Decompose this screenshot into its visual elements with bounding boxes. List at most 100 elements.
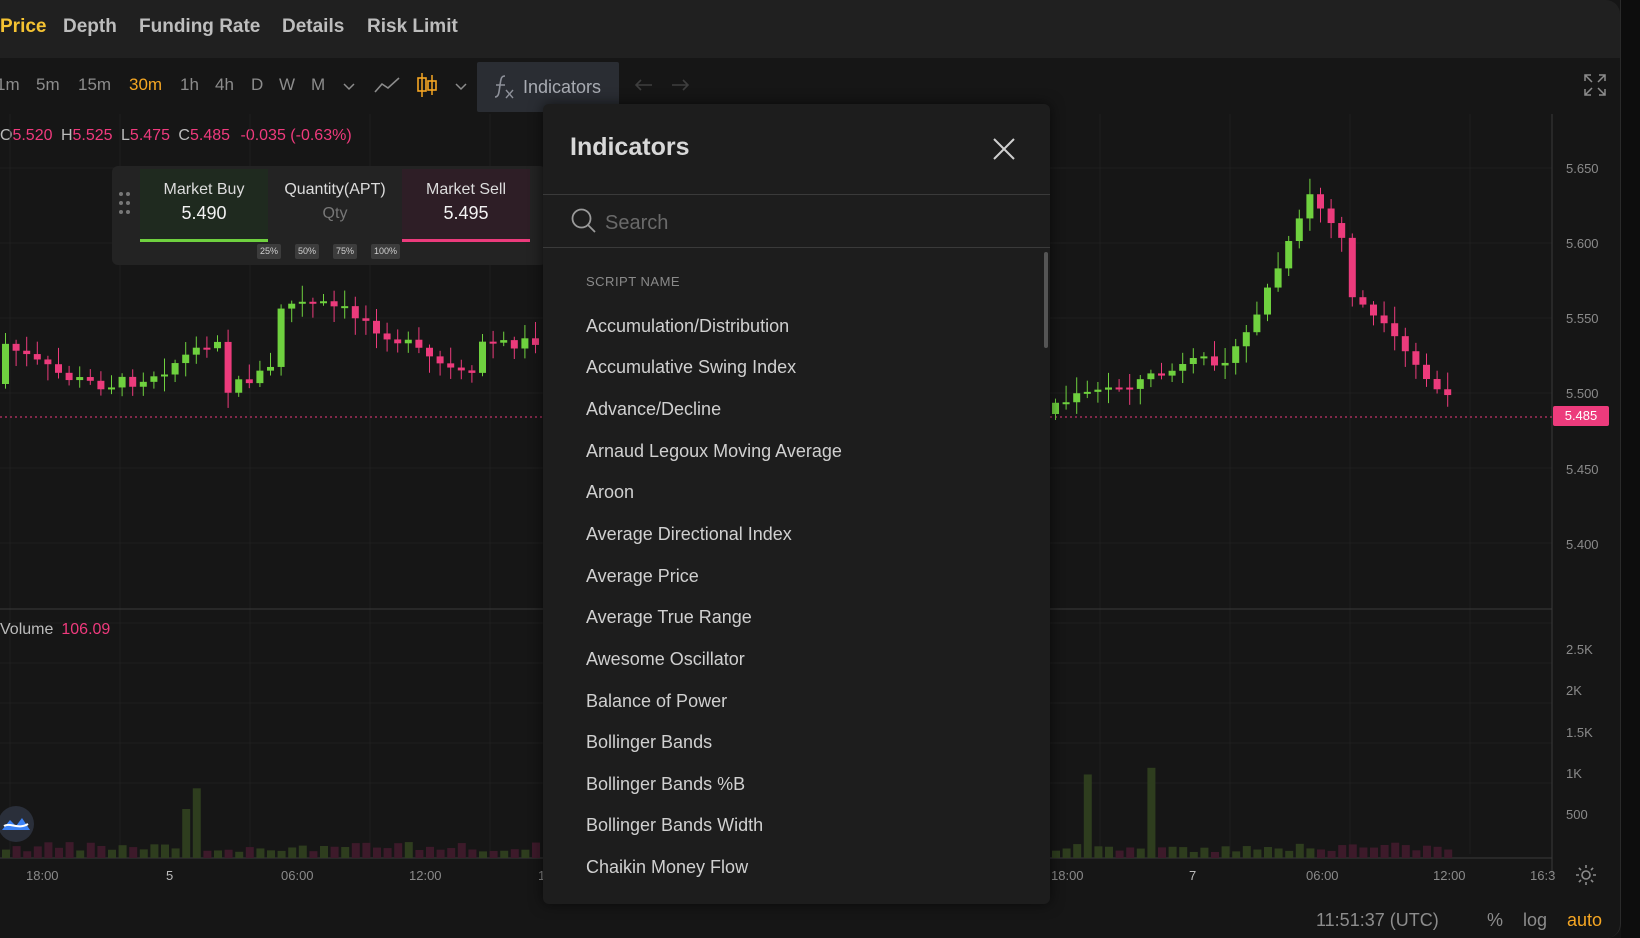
market-sell-button[interactable]: Market Sell 5.495 bbox=[402, 169, 530, 242]
high-key: H bbox=[60, 127, 73, 144]
volume-bar bbox=[150, 844, 159, 858]
candle-body bbox=[1136, 379, 1144, 389]
candle-body bbox=[23, 350, 31, 355]
candle-body bbox=[1126, 387, 1134, 390]
volume-bar bbox=[1242, 846, 1251, 858]
interval-30m[interactable]: 30m bbox=[129, 75, 163, 94]
indicator-item[interactable]: Bollinger Bands bbox=[586, 732, 713, 752]
volume-bar bbox=[415, 849, 424, 858]
candle-body bbox=[479, 341, 486, 373]
percent-100-button[interactable]: 100% bbox=[371, 244, 401, 259]
volume-bar bbox=[224, 849, 233, 858]
volume-bar bbox=[1285, 850, 1294, 858]
volume-bar bbox=[1126, 847, 1135, 858]
indicator-item[interactable]: Bollinger Bands Width bbox=[586, 815, 764, 835]
redo-icon[interactable] bbox=[669, 76, 691, 94]
quantity-placeholder[interactable]: Qty bbox=[322, 205, 348, 222]
candle-body bbox=[150, 376, 158, 382]
tab-price[interactable]: Price bbox=[0, 16, 47, 37]
tab-details[interactable]: Details bbox=[282, 16, 345, 37]
volume-bar bbox=[1306, 848, 1315, 858]
volume-bar bbox=[108, 849, 116, 858]
percent-toggle[interactable]: % bbox=[1487, 910, 1504, 930]
indicator-item[interactable]: Chaikin Money Flow bbox=[586, 857, 749, 877]
dialog-title: Indicators bbox=[570, 133, 690, 161]
interval-day[interactable]: D bbox=[251, 75, 264, 94]
volume-bar bbox=[1158, 847, 1166, 858]
candle-body bbox=[1073, 393, 1081, 403]
interval-week[interactable]: W bbox=[279, 75, 296, 94]
percent-25-button[interactable]: 25% bbox=[257, 244, 282, 259]
time-axis-label: 12:00 bbox=[1433, 868, 1466, 883]
volume-bar bbox=[245, 847, 254, 858]
chevron-down-icon[interactable] bbox=[342, 80, 356, 92]
volume-bar bbox=[341, 847, 350, 858]
time-axis-label: 1 bbox=[538, 868, 546, 883]
volume-bar bbox=[1189, 851, 1198, 858]
interval-4h[interactable]: 4h bbox=[215, 75, 234, 94]
drag-handle-icon[interactable] bbox=[118, 190, 132, 218]
fullscreen-icon[interactable] bbox=[1582, 72, 1608, 98]
interval-1h[interactable]: 1h bbox=[180, 75, 199, 94]
indicators-button[interactable]: Indicators bbox=[477, 62, 619, 112]
auto-toggle[interactable]: auto bbox=[1567, 910, 1603, 930]
volume-bar bbox=[1274, 848, 1283, 858]
indicator-item[interactable]: Accumulation/Distribution bbox=[586, 316, 790, 336]
close-value: 5.485 bbox=[189, 127, 231, 144]
indicator-item[interactable]: Balance of Power bbox=[586, 691, 728, 711]
candle-body bbox=[2, 343, 9, 384]
candlestick-icon[interactable] bbox=[416, 71, 438, 99]
settings-gear-icon[interactable] bbox=[1575, 864, 1597, 886]
volume-bar bbox=[86, 842, 95, 858]
candle-body bbox=[383, 333, 391, 340]
candle-body bbox=[1094, 389, 1102, 392]
quantity-field[interactable]: Quantity(APT) Qty bbox=[270, 169, 400, 239]
volume-bar bbox=[479, 851, 487, 858]
indicator-item[interactable]: Average Price bbox=[586, 566, 699, 586]
change-value: -0.035 (-0.63%) bbox=[240, 127, 352, 144]
high-value: 5.525 bbox=[72, 127, 113, 144]
tab-funding-rate[interactable]: Funding Rate bbox=[139, 16, 261, 37]
candle-body bbox=[1052, 402, 1059, 414]
search-icon bbox=[571, 208, 596, 233]
volume-label: Volume bbox=[0, 621, 54, 638]
tab-risk-limit[interactable]: Risk Limit bbox=[367, 16, 458, 37]
indicator-item[interactable]: Aroon bbox=[586, 482, 635, 502]
candle-body bbox=[1253, 314, 1261, 333]
indicator-item[interactable]: Average Directional Index bbox=[586, 524, 792, 544]
candle-body bbox=[489, 341, 497, 344]
indicator-item[interactable]: Bollinger Bands %B bbox=[586, 774, 746, 794]
interval-month[interactable]: M bbox=[311, 75, 326, 94]
market-buy-button[interactable]: Market Buy 5.490 bbox=[140, 169, 268, 242]
indicator-search-input[interactable] bbox=[603, 205, 1027, 241]
indicator-item[interactable]: Average True Range bbox=[586, 607, 752, 627]
indicator-item[interactable]: Accumulative Swing Index bbox=[586, 357, 797, 377]
indicator-item[interactable]: Advance/Decline bbox=[586, 399, 722, 419]
candle-body bbox=[510, 340, 518, 349]
chevron-down-icon[interactable] bbox=[454, 80, 468, 92]
indicators-button-label: Indicators bbox=[523, 77, 602, 97]
candle-body bbox=[351, 306, 359, 319]
interval-5m[interactable]: 5m bbox=[36, 75, 60, 94]
volume-bar bbox=[1295, 843, 1304, 858]
indicator-item[interactable]: Awesome Oscillator bbox=[586, 649, 745, 669]
candle-body bbox=[1232, 346, 1240, 363]
low-value: 5.475 bbox=[129, 127, 170, 144]
candle-body bbox=[1158, 373, 1165, 376]
indicator-item[interactable]: Arnaud Legoux Moving Average bbox=[586, 441, 842, 461]
scrollbar[interactable] bbox=[1044, 252, 1048, 348]
percent-75-button[interactable]: 75% bbox=[333, 244, 358, 259]
interval-15m[interactable]: 15m bbox=[78, 75, 112, 94]
volume-bar bbox=[436, 849, 445, 858]
volume-bar bbox=[171, 848, 180, 858]
window-edge bbox=[1621, 0, 1640, 938]
interval-1m[interactable]: 1m bbox=[0, 75, 20, 94]
undo-icon[interactable] bbox=[633, 76, 655, 94]
log-toggle[interactable]: log bbox=[1523, 910, 1548, 930]
volume-bar bbox=[1200, 847, 1209, 858]
line-chart-icon[interactable] bbox=[373, 74, 401, 96]
tab-depth[interactable]: Depth bbox=[63, 16, 117, 37]
price-axis-label: 5.500 bbox=[1566, 386, 1599, 401]
percent-50-button[interactable]: 50% bbox=[295, 244, 320, 259]
close-icon[interactable] bbox=[991, 136, 1017, 162]
